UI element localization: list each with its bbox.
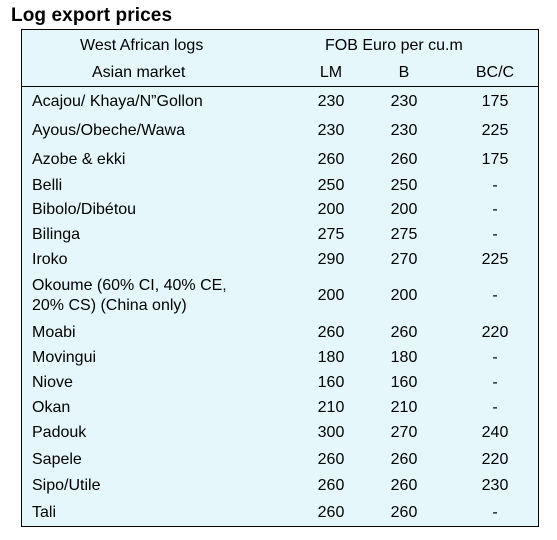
species-name-line2: 20% CS) (China only) bbox=[32, 297, 187, 314]
species-name: Sapele bbox=[32, 451, 82, 468]
price-bcc: - bbox=[492, 399, 498, 416]
price-lm: 260 bbox=[317, 504, 345, 521]
price-lm: 230 bbox=[317, 122, 345, 139]
price-bcc: 240 bbox=[481, 424, 509, 441]
price-lm: 290 bbox=[317, 251, 345, 268]
header-region-label: West African logs bbox=[80, 37, 204, 54]
price-lm: 275 bbox=[317, 226, 345, 243]
price-bcc: 220 bbox=[481, 451, 509, 468]
price-b: 260 bbox=[390, 451, 418, 468]
price-bcc: - bbox=[492, 504, 498, 521]
price-lm: 210 bbox=[317, 399, 345, 416]
species-name: Sipo/Utile bbox=[32, 477, 101, 494]
header-price-unit: FOB Euro per cu.m bbox=[325, 37, 463, 54]
price-lm: 230 bbox=[317, 93, 345, 110]
species-name: Ayous/Obeche/Wawa bbox=[32, 122, 185, 139]
species-name-line1: Okoume (60% CI, 40% CE, bbox=[32, 277, 227, 294]
species-name: Acajou/ Khaya/N”Gollon bbox=[32, 93, 203, 110]
price-lm: 260 bbox=[317, 324, 345, 341]
page-title: Log export prices bbox=[11, 5, 173, 26]
price-lm: 200 bbox=[317, 287, 345, 304]
price-table: West African logs Asian market FOB Euro … bbox=[21, 29, 539, 527]
price-lm: 260 bbox=[317, 151, 345, 168]
price-lm: 160 bbox=[317, 374, 345, 391]
price-b: 200 bbox=[390, 287, 418, 304]
table-row: Okoume (60% CI, 40% CE, 20% CS) (China o… bbox=[22, 276, 538, 316]
column-header-bcc: BC/C bbox=[475, 64, 515, 81]
price-lm: 180 bbox=[317, 349, 345, 366]
species-name: Azobe & ekki bbox=[32, 151, 126, 168]
price-bcc: 230 bbox=[481, 477, 509, 494]
price-bcc: 175 bbox=[481, 93, 509, 110]
price-lm: 300 bbox=[317, 424, 345, 441]
price-lm: 260 bbox=[317, 451, 345, 468]
table-header: West African logs Asian market FOB Euro … bbox=[22, 30, 538, 87]
column-header-b: B bbox=[398, 64, 410, 81]
species-name: Moabi bbox=[32, 324, 76, 341]
species-name: Movingui bbox=[32, 349, 97, 366]
price-lm: 260 bbox=[317, 477, 345, 494]
price-b: 160 bbox=[390, 374, 418, 391]
price-b: 230 bbox=[390, 93, 418, 110]
species-name: Niove bbox=[32, 374, 73, 391]
price-b: 250 bbox=[390, 177, 418, 194]
price-bcc: - bbox=[492, 349, 498, 366]
species-name: Belli bbox=[32, 177, 63, 194]
price-b: 260 bbox=[390, 151, 418, 168]
price-bcc: - bbox=[492, 226, 498, 243]
price-b: 260 bbox=[390, 324, 418, 341]
price-bcc: - bbox=[492, 374, 498, 391]
price-lm: 200 bbox=[317, 201, 345, 218]
species-name: Bilinga bbox=[32, 226, 81, 243]
price-b: 180 bbox=[390, 349, 418, 366]
species-name: Bibolo/Dibétou bbox=[32, 201, 137, 218]
price-b: 200 bbox=[390, 201, 418, 218]
price-lm: 250 bbox=[317, 177, 345, 194]
price-bcc: 225 bbox=[481, 251, 509, 268]
header-market-label: Asian market bbox=[92, 64, 186, 81]
price-bcc: - bbox=[492, 177, 498, 194]
species-name: Iroko bbox=[32, 251, 68, 268]
price-b: 230 bbox=[390, 122, 418, 139]
price-b: 260 bbox=[390, 477, 418, 494]
price-bcc: 220 bbox=[481, 324, 509, 341]
species-name: Tali bbox=[32, 504, 57, 521]
species-name: Padouk bbox=[32, 424, 87, 441]
column-header-lm: LM bbox=[319, 64, 343, 81]
price-b: 260 bbox=[390, 504, 418, 521]
price-bcc: - bbox=[492, 201, 498, 218]
price-bcc: 175 bbox=[481, 151, 509, 168]
price-b: 270 bbox=[390, 424, 418, 441]
price-bcc: - bbox=[492, 287, 498, 304]
price-b: 270 bbox=[390, 251, 418, 268]
price-b: 275 bbox=[390, 226, 418, 243]
species-name: Okan bbox=[32, 399, 71, 416]
price-b: 210 bbox=[390, 399, 418, 416]
price-bcc: 225 bbox=[481, 122, 509, 139]
